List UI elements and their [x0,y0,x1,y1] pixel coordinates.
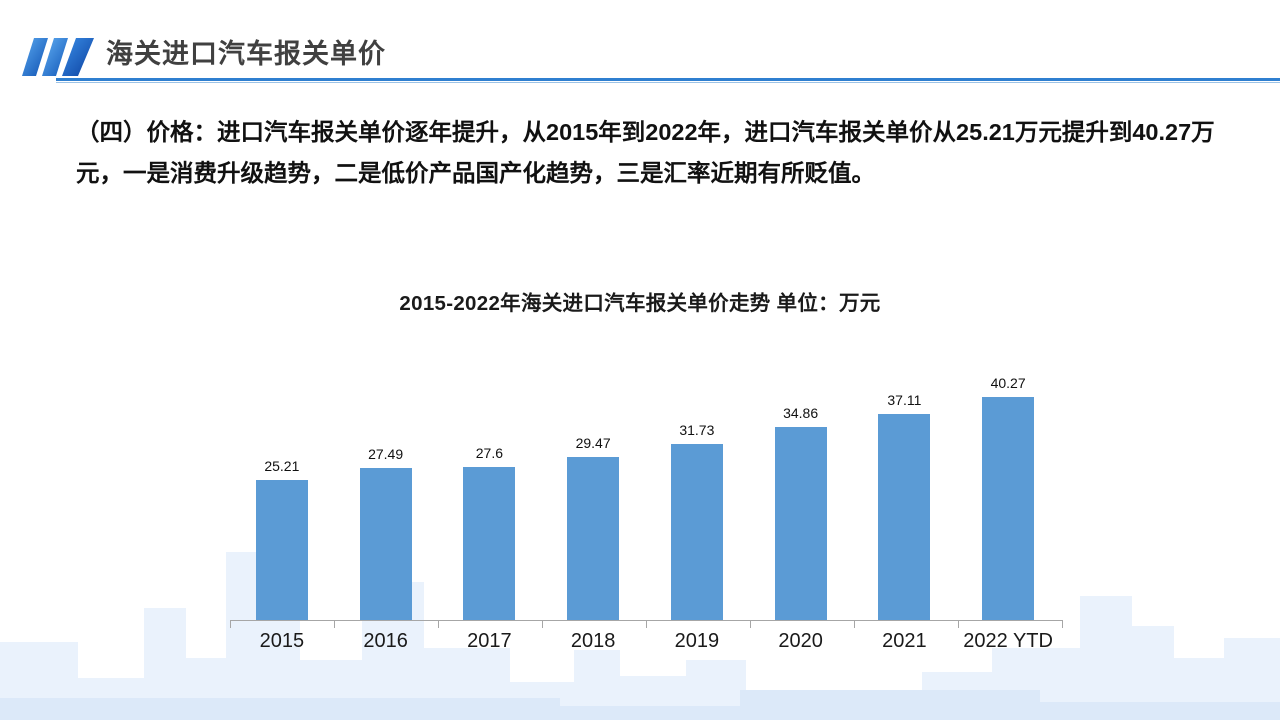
axis-tick [854,620,855,628]
bar [670,444,723,620]
bar-value-label: 40.27 [990,375,1026,391]
bar-slot: 40.27 [956,375,1060,620]
bar [463,467,516,620]
bar-slot: 25.21 [230,376,334,620]
header-divider [56,78,1280,81]
bar [255,480,308,620]
header-divider-secondary [56,82,1280,83]
slide-header: 海关进口汽车报关单价 [0,30,1280,86]
bar-slot: 27.49 [334,376,438,620]
axis-tick [958,620,959,628]
x-axis-label: 2017 [467,630,512,652]
x-axis-label: 2015 [259,630,305,652]
axis-tick [646,620,647,628]
axis-tick [542,620,543,628]
bar-slot: 31.73 [645,376,749,620]
x-axis-labels: 2015 2016 2017 2018 2019 2020 2021 2022 YTD [230,630,1060,653]
bar-value-label: 25.21 [264,458,300,474]
axis-tick [1062,620,1063,628]
x-axis-label: 2018 [570,630,616,652]
three-slash-logo-icon [22,38,94,76]
bar-value-label: 37.11 [887,392,922,408]
bar [567,457,620,620]
bar-slot: 27.6 [438,376,542,620]
bar-value-label: 27.6 [475,445,503,461]
page-title: 海关进口汽车报关单价 [106,39,386,69]
bar-value-label: 34.86 [783,405,819,421]
bar [982,397,1035,620]
bar-chart: 2015-2022年海关进口汽车报关单价走势 单位：万元 25.21 27.49 2… [0,286,1280,686]
bar-value-label: 27.49 [368,446,404,462]
x-axis-label: 2016 [363,630,408,652]
x-axis-label: 2022 YTD [963,630,1053,652]
bar [359,468,412,620]
bar-value-label: 29.47 [575,435,611,451]
bar [878,414,931,620]
bar [774,427,827,620]
x-axis-label: 2019 [674,630,720,652]
bar-series: 25.21 27.49 27.6 29.47 31.73 34.86 37.11 40.27 [230,375,1060,620]
bar-slot: 37.11 [853,376,957,620]
chart-title: 2015-2022年海关进口汽车报关单价走势 单位：万元 [399,292,881,315]
bar-slot: 29.47 [541,376,645,620]
bar-value-label: 31.73 [679,422,715,438]
axis-tick [438,620,439,628]
axis-tick [230,620,231,628]
axis-tick [750,620,751,628]
x-axis-label: 2021 [882,630,927,652]
bar-slot: 34.86 [749,376,853,620]
axis-tick [334,620,335,628]
x-axis-label: 2020 [778,630,823,652]
x-axis-ticks [230,620,1063,628]
chart-plot-area: 25.21 27.49 27.6 29.47 31.73 34.86 37.11 40.27 [230,375,1060,620]
body-paragraph: （四）价格：进口汽车报关单价逐年提升，从2015年到2022年，进口汽车报关单价… [76,119,1215,186]
